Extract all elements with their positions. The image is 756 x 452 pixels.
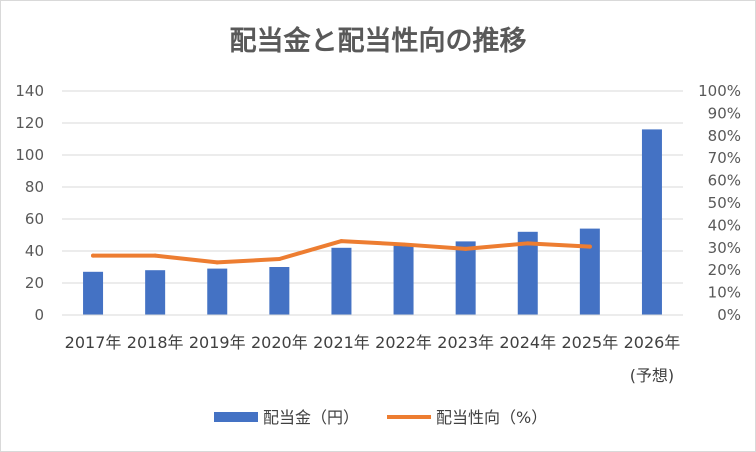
bar [641,129,662,315]
legend: 配当金（円） 配当性向（%） [214,408,547,427]
bar [331,247,352,315]
line-point [463,246,468,251]
category-axis: 2017年 2018年 2019年 2020年 2021年 2022年 2023年 2024年… [62,314,683,385]
chart-title: 配当金と配当性向の推移 [230,25,527,57]
category-label: 2026年 [624,333,681,352]
bar [207,268,228,315]
bar [145,270,166,315]
line-point [525,241,530,246]
bar [455,241,476,315]
legend-bar-swatch [214,412,258,422]
category-note: (予想) [630,366,675,385]
legend-bar-label: 配当金（円） [263,408,359,427]
line-point [401,242,406,247]
right-tick-label: 20% [708,261,741,279]
bar [269,267,290,315]
line-point [277,257,282,261]
left-tick-label: 120 [15,114,44,132]
category-label: 2020年 [251,333,308,352]
right-tick-label: 60% [708,172,741,190]
left-tick-label: 40 [25,242,44,260]
right-tick-label: 30% [708,239,741,257]
line-point [91,253,96,258]
line-point [587,244,592,249]
category-label: 2019年 [189,333,246,352]
line-point [339,239,344,244]
right-tick-label: 0% [717,306,741,324]
right-tick-label: 100% [698,82,741,100]
line-point [215,260,220,265]
bar-series [83,129,662,315]
right-tick-label: 70% [708,149,741,167]
left-tick-label: 80 [25,178,44,196]
line-series [91,239,592,265]
category-label: 2023年 [437,333,494,352]
right-axis: 0% 10% 20% 30% 40% 50% 60% 70% 80% 90% 100% [698,82,741,324]
category-label: 2025年 [561,333,618,352]
left-tick-label: 100 [15,146,44,164]
bar [393,244,414,315]
bar [83,271,104,315]
left-tick-label: 20 [25,274,44,292]
right-tick-label: 90% [708,104,741,122]
category-label: 2022年 [375,333,432,352]
left-tick-label: 140 [15,82,44,100]
right-tick-label: 10% [708,284,741,302]
right-tick-label: 50% [708,194,741,212]
legend-line-label: 配当性向（%） [436,408,547,427]
category-label: 2021年 [313,333,370,352]
left-axis: 0 20 40 60 80 100 120 140 [15,82,44,324]
bar [579,228,600,315]
bar [517,231,538,315]
right-tick-label: 40% [708,216,741,234]
line-point [153,253,158,258]
left-tick-label: 0 [34,306,44,324]
right-tick-label: 80% [708,127,741,145]
category-label: 2018年 [127,333,184,352]
left-tick-label: 60 [25,210,44,228]
category-label: 2024年 [499,333,556,352]
category-label: 2017年 [65,333,122,352]
